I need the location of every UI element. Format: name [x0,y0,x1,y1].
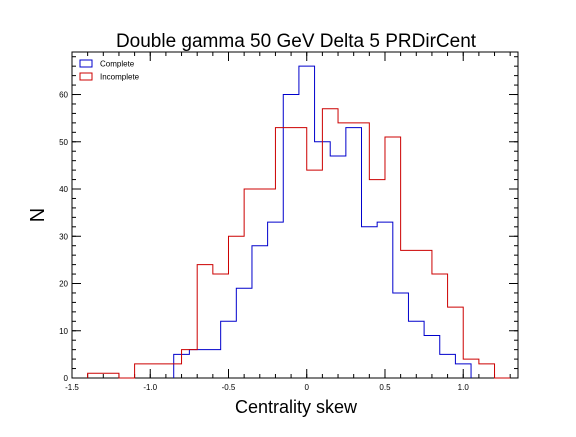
x-tick-label: 0 [305,383,310,392]
x-tick-label: -1.0 [143,383,157,392]
chart-title: Double gamma 50 GeV Delta 5 PRDirCent [116,31,477,52]
x-axis-label: Centrality skew [235,397,358,417]
legend-swatch-complete [80,60,92,67]
y-tick-label: 50 [59,138,68,147]
y-tick-label: 20 [59,280,68,289]
y-tick-label: 60 [59,91,68,100]
y-axis-label: N [27,208,49,222]
y-tick-label: 40 [59,185,68,194]
legend-swatch-incomplete [80,73,92,80]
x-tick-label: -0.5 [222,383,236,392]
x-tick-label: 0.5 [379,383,391,392]
y-tick-label: 0 [64,374,69,383]
x-tick-label: 1.0 [458,383,470,392]
y-tick-label: 10 [59,327,68,336]
series-incomplete-histogram [88,109,511,378]
y-tick-label: 30 [59,232,68,241]
legend-label-complete: Complete [100,60,135,69]
legend-label-incomplete: Incomplete [100,73,140,82]
plot-frame [72,52,518,378]
plot-area: -1.5 -1.0 -0.5 0 0.5 1.0 0 10 20 30 40 50 60 Complete… [59,52,518,392]
x-tick-label: -1.5 [65,383,79,392]
